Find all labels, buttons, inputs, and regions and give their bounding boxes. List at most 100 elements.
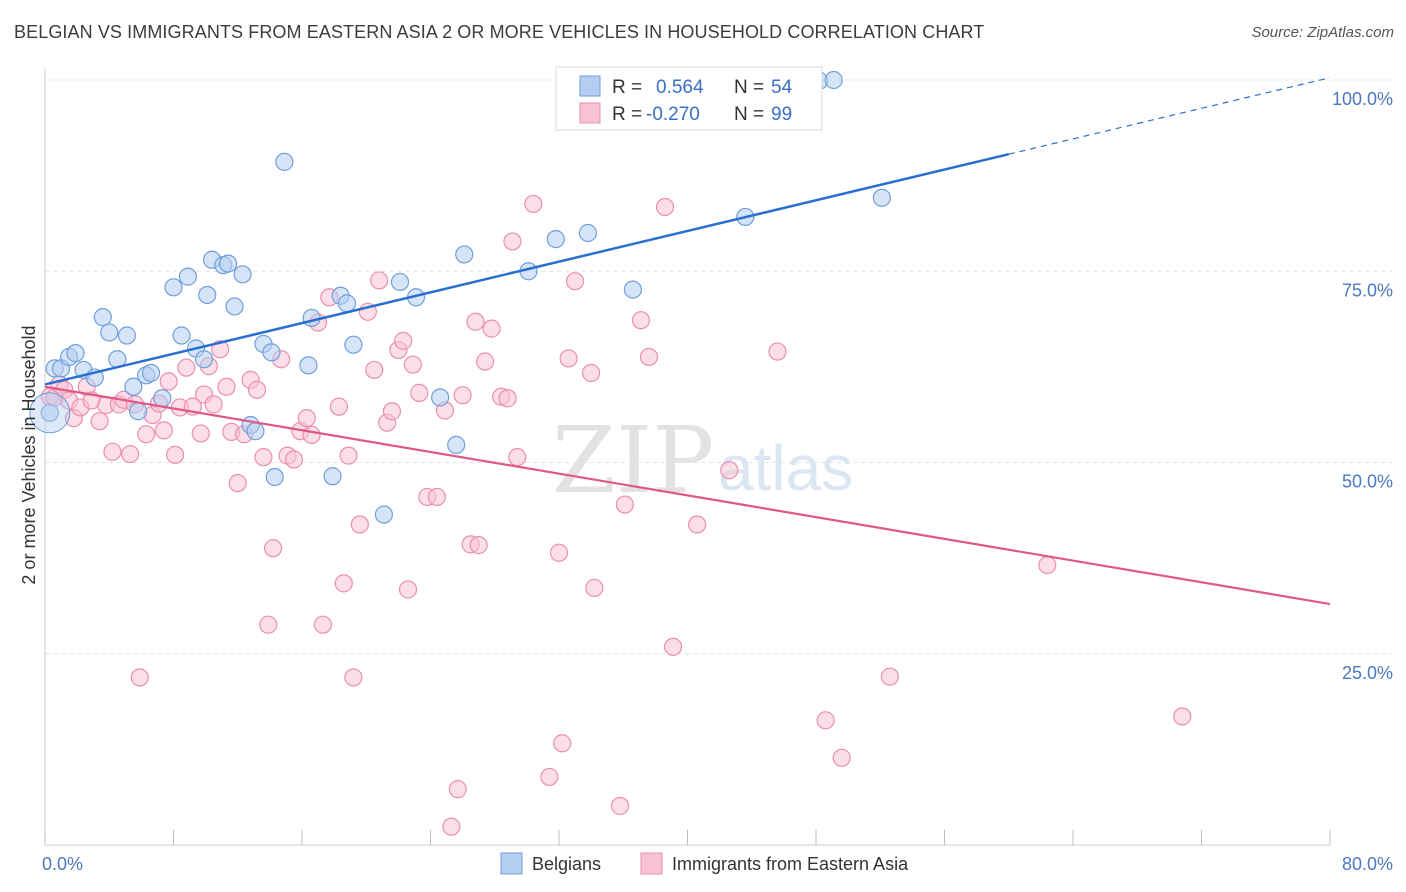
eastasia-point	[121, 444, 140, 464]
eastasia-point	[559, 349, 578, 368]
belgian-point	[872, 188, 891, 207]
legend-n-value-2: 99	[771, 104, 792, 125]
eastasia-point	[154, 421, 173, 440]
bottom-legend-eastasia: Immigrants from Eastern Asia	[672, 854, 909, 874]
belgian-point	[172, 326, 191, 345]
eastasia-point	[137, 425, 156, 444]
belgian-point	[246, 422, 265, 441]
belgian-point	[219, 254, 238, 273]
grid	[45, 79, 1392, 655]
eastasia-point	[427, 487, 447, 507]
belgian-point	[390, 272, 410, 292]
eastasia-point	[476, 352, 495, 371]
eastasia-point	[498, 389, 517, 408]
belgian-point	[578, 223, 598, 243]
eastasia-point	[254, 448, 273, 467]
eastasia-point	[585, 578, 604, 598]
eastasia-point	[410, 383, 429, 402]
belgian-point	[66, 344, 85, 363]
belgian-point	[824, 70, 843, 90]
y-tick-label: 25.0%	[1342, 663, 1393, 683]
belgian-point	[337, 294, 357, 313]
belgian-point	[265, 467, 284, 487]
legend: R = 0.564 N = 54 R = -0.270 N = 99	[555, 66, 823, 131]
eastasia-point	[540, 767, 559, 787]
belgian-point	[198, 285, 217, 305]
eastasia-point	[482, 319, 501, 338]
belgian-point	[302, 308, 321, 328]
belgian-point	[275, 152, 294, 171]
legend-r-value-1: 0.564	[656, 77, 704, 98]
bottom-legend-belgians: Belgians	[532, 854, 601, 874]
eastasia-point	[503, 232, 522, 251]
belgian-point	[455, 245, 474, 264]
belgian-point	[344, 335, 363, 354]
belgian-trend-extension	[1008, 77, 1331, 155]
belgian-point	[546, 230, 565, 249]
chart-title: BELGIAN VS IMMIGRANTS FROM EASTERN ASIA …	[14, 22, 985, 42]
eastasia-point	[313, 615, 332, 634]
eastasia-point	[284, 450, 304, 469]
belgian-point	[129, 402, 148, 421]
legend-n-value-1: 54	[771, 77, 793, 98]
bottom-legend-swatch-eastasia	[640, 852, 663, 875]
eastasia-point	[403, 355, 422, 374]
eastasia-point	[816, 711, 835, 730]
belgian-point	[117, 326, 137, 345]
belgian-point	[374, 505, 394, 524]
eastasia-point	[297, 409, 316, 428]
eastasia-point	[259, 615, 278, 634]
axes: 25.0% 50.0% 75.0% 100.0% 0.0% 80.0%	[42, 68, 1393, 874]
belgian-point	[178, 267, 198, 286]
eastasia-point	[334, 574, 353, 593]
y-tick-label: 75.0%	[1342, 280, 1393, 300]
x-tick-label: 80.0%	[1342, 854, 1393, 874]
eastasia-point	[166, 445, 185, 464]
y-tick-label: 50.0%	[1342, 472, 1393, 492]
eastasia-point	[553, 734, 572, 753]
eastasia-point	[655, 197, 675, 217]
eastasia-point	[103, 442, 122, 461]
trend-lines	[44, 77, 1331, 606]
eastasia-point	[210, 340, 230, 359]
belgian-point	[141, 363, 161, 383]
belgian-point	[262, 343, 281, 362]
eastasia-point	[508, 448, 527, 467]
watermark-atlas: atlas	[718, 432, 853, 504]
eastasia-point	[398, 580, 418, 599]
eastasia-point	[720, 461, 739, 480]
bottom-legend: Belgians Immigrants from Eastern Asia	[500, 852, 909, 875]
legend-r-label-2: R =	[612, 104, 642, 125]
eastasia-point	[1038, 555, 1057, 575]
eastasia-point	[177, 358, 196, 377]
belgian-point	[447, 435, 466, 455]
eastasia-point	[247, 380, 267, 399]
eastasia-point	[263, 539, 283, 558]
eastasia-point	[394, 331, 413, 350]
eastasia-point	[880, 667, 899, 686]
eastasia-point	[448, 780, 467, 799]
eastasia-point	[663, 637, 683, 656]
belgian-point	[233, 265, 252, 284]
eastasia-point	[524, 194, 543, 214]
x-tick-label: 0.0%	[42, 854, 83, 874]
eastasia-point	[130, 668, 149, 687]
belgian-point	[93, 308, 112, 327]
belgian-point	[164, 278, 183, 297]
eastasia-point	[565, 272, 585, 291]
y-axis-title: 2 or more Vehicles in Household	[19, 325, 39, 584]
y-tick-label: 100.0%	[1332, 89, 1393, 109]
eastasia-point	[228, 474, 247, 493]
eastasia-point	[382, 402, 402, 421]
belgian-trend-line	[44, 152, 1010, 386]
eastasia-point	[329, 397, 349, 416]
belgian-point	[153, 389, 172, 408]
legend-swatch-belgians	[579, 75, 601, 97]
eastasia-point	[370, 271, 389, 290]
eastasia-point	[191, 424, 210, 443]
eastasia-point	[365, 360, 384, 380]
belgian-point-large	[29, 392, 71, 434]
legend-swatch-eastasia	[579, 102, 601, 124]
legend-r-label-1: R =	[612, 77, 642, 98]
eastasia-point	[549, 543, 569, 562]
